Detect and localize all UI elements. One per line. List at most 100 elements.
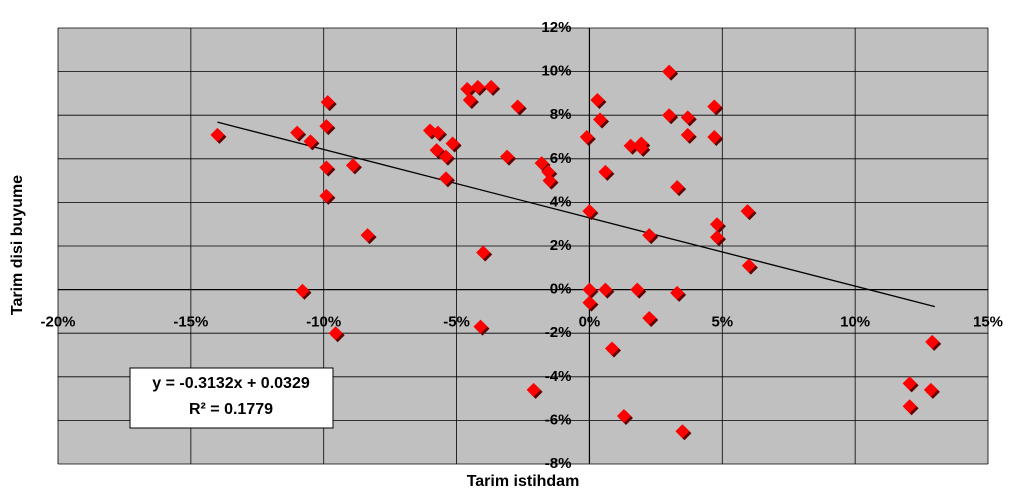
marker-face — [460, 82, 475, 97]
marker — [445, 136, 462, 153]
marker-face — [680, 110, 695, 125]
marker-face — [605, 341, 620, 356]
marker-face — [360, 228, 375, 243]
x-tick-label: 15% — [973, 314, 1003, 331]
marker — [500, 149, 517, 166]
marker — [709, 217, 726, 234]
marker-face — [642, 228, 657, 243]
x-tick-label: -5% — [443, 314, 470, 331]
marker — [740, 204, 757, 221]
y-tick-label: -6% — [545, 411, 572, 428]
marker — [598, 282, 615, 299]
marker-face — [470, 79, 485, 94]
marker-face — [707, 130, 722, 144]
marker-face — [210, 127, 225, 142]
marker-face — [303, 134, 318, 149]
marker-face — [582, 295, 597, 310]
marker — [319, 119, 336, 136]
marker — [593, 112, 610, 129]
marker-face — [320, 95, 335, 110]
y-tick-label: 12% — [541, 19, 571, 36]
marker-face — [534, 156, 549, 171]
marker-face — [476, 245, 491, 260]
marker — [328, 326, 345, 343]
marker — [430, 125, 447, 142]
marker — [319, 188, 336, 205]
marker — [590, 92, 607, 109]
marker-face — [319, 188, 334, 203]
marker-face — [579, 130, 594, 144]
marker — [438, 171, 455, 188]
marker-face — [630, 282, 645, 297]
marker — [662, 64, 679, 81]
marker-face — [707, 99, 722, 114]
marker — [670, 180, 687, 197]
marker — [642, 228, 659, 245]
marker — [616, 409, 633, 426]
x-tick-label: -10% — [306, 314, 341, 331]
marker-face — [680, 127, 695, 142]
y-tick-label: 8% — [550, 106, 572, 123]
marker — [526, 382, 543, 399]
marker-face — [662, 64, 677, 79]
marker — [579, 130, 596, 146]
marker — [923, 382, 940, 399]
marker — [902, 376, 919, 393]
marker — [680, 127, 697, 144]
x-tick-label: 5% — [711, 314, 733, 331]
marker-face — [616, 409, 631, 424]
y-tick-label: 10% — [541, 63, 571, 80]
marker-face — [741, 258, 756, 273]
x-tick-label: 0% — [579, 314, 601, 331]
y-tick-label: 4% — [550, 193, 572, 210]
marker-face — [429, 143, 444, 158]
marker — [707, 130, 724, 146]
marker — [709, 230, 726, 247]
y-tick-label: 6% — [550, 150, 572, 167]
marker-face — [445, 136, 460, 151]
marker — [925, 334, 942, 351]
y-tick-label: 2% — [550, 237, 572, 254]
marker-face — [345, 158, 360, 173]
marker — [582, 295, 599, 312]
marker-face — [510, 99, 525, 114]
marker-face — [290, 125, 305, 140]
marker-face — [670, 285, 685, 300]
marker — [598, 164, 615, 181]
marker-face — [709, 230, 724, 245]
marker-face — [500, 149, 515, 164]
marker — [542, 173, 559, 190]
marker-face — [598, 164, 613, 179]
marker-face — [634, 140, 649, 155]
marker-face — [623, 138, 638, 153]
marker-face — [328, 326, 343, 341]
marker-face — [590, 92, 605, 107]
marker-face — [902, 376, 917, 391]
marker — [320, 95, 337, 112]
marker-face — [438, 149, 453, 164]
marker-face — [319, 160, 334, 175]
trendline — [217, 121, 936, 308]
y-tick-label: -8% — [545, 455, 572, 472]
marker — [630, 282, 647, 299]
marker — [670, 285, 687, 302]
marker — [582, 282, 599, 299]
marker-face — [902, 399, 917, 414]
x-axis-title: Tarim istihdam — [467, 473, 580, 490]
marker-face — [319, 119, 334, 134]
marker — [605, 341, 622, 358]
marker — [470, 79, 487, 96]
marker-face — [295, 283, 310, 298]
x-tick-label: -20% — [40, 314, 75, 331]
marker — [707, 99, 724, 116]
marker — [634, 140, 651, 157]
marker-face — [582, 282, 597, 297]
marker — [680, 110, 697, 127]
marker — [360, 228, 377, 245]
marker-face — [662, 108, 677, 123]
marker — [290, 125, 307, 142]
y-axis-title: Tarim disi buyume — [9, 175, 26, 315]
marker — [462, 92, 479, 109]
marker — [675, 424, 692, 441]
